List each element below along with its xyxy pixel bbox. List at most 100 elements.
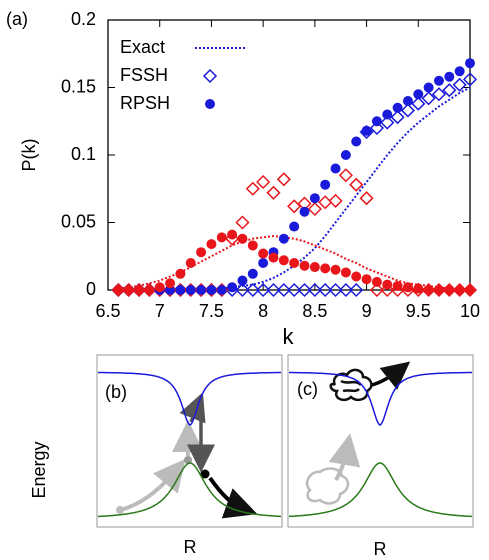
point	[196, 285, 207, 295]
point	[433, 75, 444, 86]
point	[227, 229, 238, 240]
point	[289, 221, 300, 232]
point	[380, 115, 395, 130]
point	[307, 282, 322, 298]
point	[216, 232, 227, 243]
point	[256, 174, 271, 190]
point	[266, 282, 281, 298]
point	[423, 285, 434, 295]
point	[413, 89, 424, 100]
panel-frame	[96, 354, 283, 528]
point	[309, 193, 320, 204]
point	[361, 125, 372, 136]
point	[444, 71, 455, 82]
panel-frame	[287, 354, 474, 528]
particle	[200, 469, 210, 479]
arrow	[328, 433, 361, 482]
point	[338, 282, 353, 298]
point	[206, 285, 217, 295]
point	[258, 248, 269, 259]
point	[278, 255, 289, 266]
point	[351, 271, 362, 282]
point	[349, 177, 364, 192]
x-tick-label: 9	[362, 301, 372, 321]
point	[320, 263, 331, 274]
point	[328, 282, 343, 298]
point	[369, 120, 384, 136]
trajectory	[329, 368, 373, 402]
point	[237, 233, 248, 244]
panel-label: (a)	[6, 9, 28, 29]
point	[256, 282, 271, 298]
point	[299, 260, 310, 271]
point	[297, 282, 312, 298]
point	[227, 282, 238, 293]
point	[330, 264, 341, 275]
point	[154, 282, 165, 293]
point	[402, 282, 413, 293]
y-tick-label: 0.15	[61, 76, 96, 96]
x-axis-label: k	[283, 324, 295, 349]
x-tick-label: 7.5	[199, 301, 224, 321]
point	[402, 96, 413, 106]
point	[299, 206, 310, 217]
point	[206, 239, 217, 250]
point	[465, 58, 475, 69]
point	[175, 268, 186, 279]
point	[328, 193, 343, 208]
point	[390, 110, 405, 125]
diagram-b	[96, 354, 283, 528]
arrow	[208, 476, 258, 519]
x-tick-label: 8.5	[302, 301, 327, 321]
point	[340, 267, 351, 278]
x-tick-label: 8	[258, 301, 268, 321]
point	[113, 285, 124, 295]
point	[276, 282, 291, 298]
point	[433, 285, 444, 295]
x-tick-label: 6.5	[95, 301, 120, 321]
x-tick-label: 9.5	[406, 301, 431, 321]
point	[266, 185, 281, 200]
lower-surface	[97, 462, 281, 518]
point	[309, 262, 320, 273]
point	[185, 285, 196, 295]
point	[369, 282, 384, 298]
legend-label: FSSH	[120, 65, 168, 85]
point	[444, 285, 455, 295]
diagram-c	[287, 354, 474, 528]
plot-frame	[107, 19, 471, 291]
point	[276, 172, 291, 187]
point	[330, 163, 341, 174]
point	[382, 109, 393, 120]
point	[247, 240, 258, 251]
y-axis-label: P(k)	[19, 139, 39, 172]
trajectory	[305, 467, 350, 505]
point	[278, 233, 289, 244]
point	[123, 285, 134, 295]
x-tick-label: 10	[460, 301, 480, 321]
point	[462, 72, 478, 87]
point	[338, 168, 353, 183]
point	[371, 116, 382, 127]
point	[351, 136, 362, 147]
point	[318, 195, 333, 210]
point	[289, 258, 300, 268]
point	[421, 91, 436, 106]
point	[287, 199, 302, 214]
point	[134, 285, 145, 295]
point	[258, 258, 269, 268]
upper-surface	[289, 371, 472, 426]
y-axis-label: Energy	[29, 441, 49, 498]
point	[185, 258, 196, 268]
point	[237, 275, 248, 286]
point	[382, 279, 393, 290]
y-tick-label: 0.2	[71, 9, 96, 29]
point	[247, 268, 258, 279]
point	[165, 278, 176, 289]
point	[423, 82, 434, 93]
point	[380, 282, 395, 298]
lower-surface	[289, 462, 473, 518]
point	[452, 77, 467, 92]
point	[349, 282, 364, 298]
point	[307, 201, 322, 217]
